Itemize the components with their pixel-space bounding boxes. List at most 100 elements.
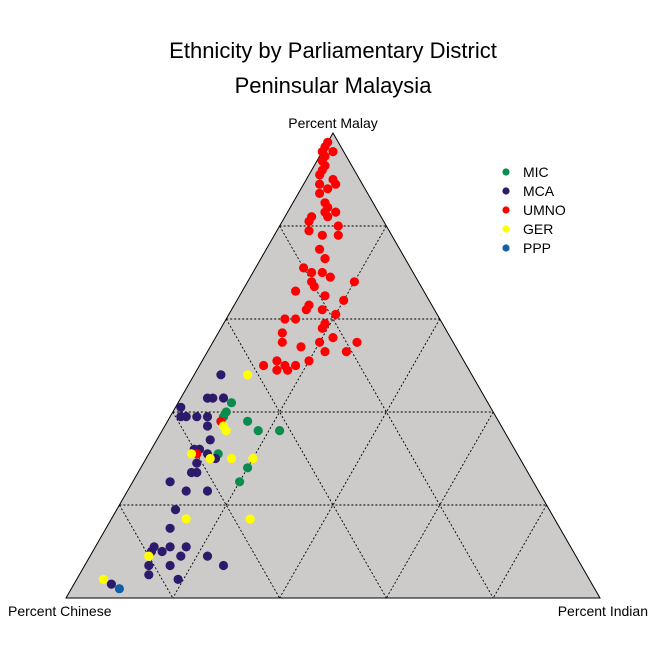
data-point-ger: [181, 514, 191, 524]
data-point-umno: [272, 365, 282, 375]
data-point-umno: [291, 360, 301, 371]
data-point-ger: [186, 449, 197, 459]
data-point-umno: [299, 263, 309, 273]
data-point-ger: [245, 514, 255, 524]
data-point-umno: [259, 360, 269, 371]
data-point-umno: [280, 314, 290, 324]
legend: MIC MCA UMNO GER PPP: [502, 164, 566, 256]
data-point-mca: [165, 477, 175, 487]
grid-lines: [119, 225, 547, 599]
legend-marker-umno: [502, 206, 510, 214]
data-point-mca: [165, 542, 175, 552]
legend-marker-ger: [502, 225, 510, 233]
data-point-umno: [349, 277, 359, 287]
gridline-indian: [172, 225, 387, 599]
data-point-umno: [317, 305, 327, 315]
data-point-ger: [144, 551, 154, 561]
data-point-umno: [315, 188, 325, 198]
legend-label-umno: UMNO: [523, 202, 566, 218]
data-point-umno: [304, 356, 314, 366]
data-point-mca: [106, 579, 116, 589]
data-point-umno: [277, 337, 287, 347]
data-point-umno: [331, 207, 341, 217]
data-point-umno: [328, 333, 338, 343]
data-point-umno: [307, 267, 317, 278]
axis-label-indian: Percent Indian: [558, 603, 648, 619]
data-point-mic: [243, 416, 253, 426]
data-point-mca: [205, 435, 215, 445]
data-point-umno: [301, 305, 311, 315]
chart-title: Ethnicity by Parliamentary District: [169, 38, 497, 63]
data-point-umno: [304, 226, 314, 236]
data-point-umno: [320, 254, 330, 264]
data-point-ger: [248, 453, 258, 464]
data-point-mca: [202, 421, 213, 431]
data-point-mca: [176, 551, 186, 561]
data-point-mca: [181, 486, 191, 496]
data-point-umno: [296, 342, 306, 352]
data-point-mca: [144, 560, 154, 571]
data-point-umno: [309, 281, 319, 292]
data-point-mca: [192, 467, 202, 478]
data-point-ger: [205, 453, 215, 464]
plot-area: [65, 131, 601, 599]
series-ppp: [114, 584, 124, 594]
data-point-umno: [341, 347, 351, 357]
data-point-umno: [283, 365, 293, 375]
data-point-mca: [216, 370, 226, 380]
data-point-mca: [144, 570, 154, 580]
data-point-umno: [291, 286, 301, 296]
data-point-umno: [320, 347, 330, 357]
data-point-mca: [202, 412, 213, 422]
data-point-umno: [315, 170, 325, 180]
data-point-mic: [243, 463, 253, 473]
data-point-mca: [218, 560, 229, 571]
series-umno: [192, 137, 362, 459]
data-point-mic: [275, 426, 285, 436]
data-point-umno: [317, 323, 327, 333]
data-point-mca: [165, 523, 175, 533]
data-point-umno: [317, 230, 327, 240]
series-mic: [213, 398, 285, 487]
gridline-chinese: [119, 504, 174, 599]
legend-marker-ppp: [502, 244, 510, 252]
data-point-umno: [291, 314, 301, 324]
data-point-umno: [315, 244, 325, 254]
axis-label-chinese: Percent Chinese: [8, 603, 112, 619]
legend-label-mic: MIC: [523, 164, 549, 180]
gridline-indian: [279, 318, 441, 599]
data-point-umno: [331, 179, 341, 189]
data-point-umno: [323, 212, 333, 222]
data-point-ppp: [114, 584, 124, 594]
data-point-umno: [320, 291, 330, 301]
gridline-indian: [492, 504, 547, 599]
data-point-mca: [165, 560, 175, 571]
data-point-umno: [323, 184, 333, 194]
data-point-umno: [304, 216, 314, 226]
data-point-ger: [243, 370, 253, 380]
series-ger: [98, 370, 258, 585]
gridline-chinese: [225, 318, 387, 599]
data-point-mca: [202, 551, 213, 561]
data-point-umno: [325, 272, 335, 282]
data-point-mca: [170, 505, 181, 515]
data-point-mca: [181, 542, 191, 552]
data-point-mca: [218, 393, 229, 403]
data-point-mca: [176, 402, 186, 412]
gridline-chinese: [279, 225, 494, 599]
data-point-mca: [192, 458, 202, 468]
data-point-umno: [317, 267, 327, 278]
data-point-mca: [202, 486, 213, 496]
data-point-umno: [333, 230, 343, 240]
data-points: [98, 137, 362, 594]
data-point-mca: [181, 412, 191, 422]
axis-label-malay: Percent Malay: [288, 115, 377, 131]
data-point-mic: [253, 426, 263, 436]
data-point-mca: [173, 574, 183, 585]
data-point-umno: [272, 356, 282, 366]
data-point-umno: [352, 337, 362, 347]
data-point-ger: [98, 574, 108, 585]
legend-label-mca: MCA: [523, 183, 555, 199]
data-point-mic: [235, 477, 245, 487]
